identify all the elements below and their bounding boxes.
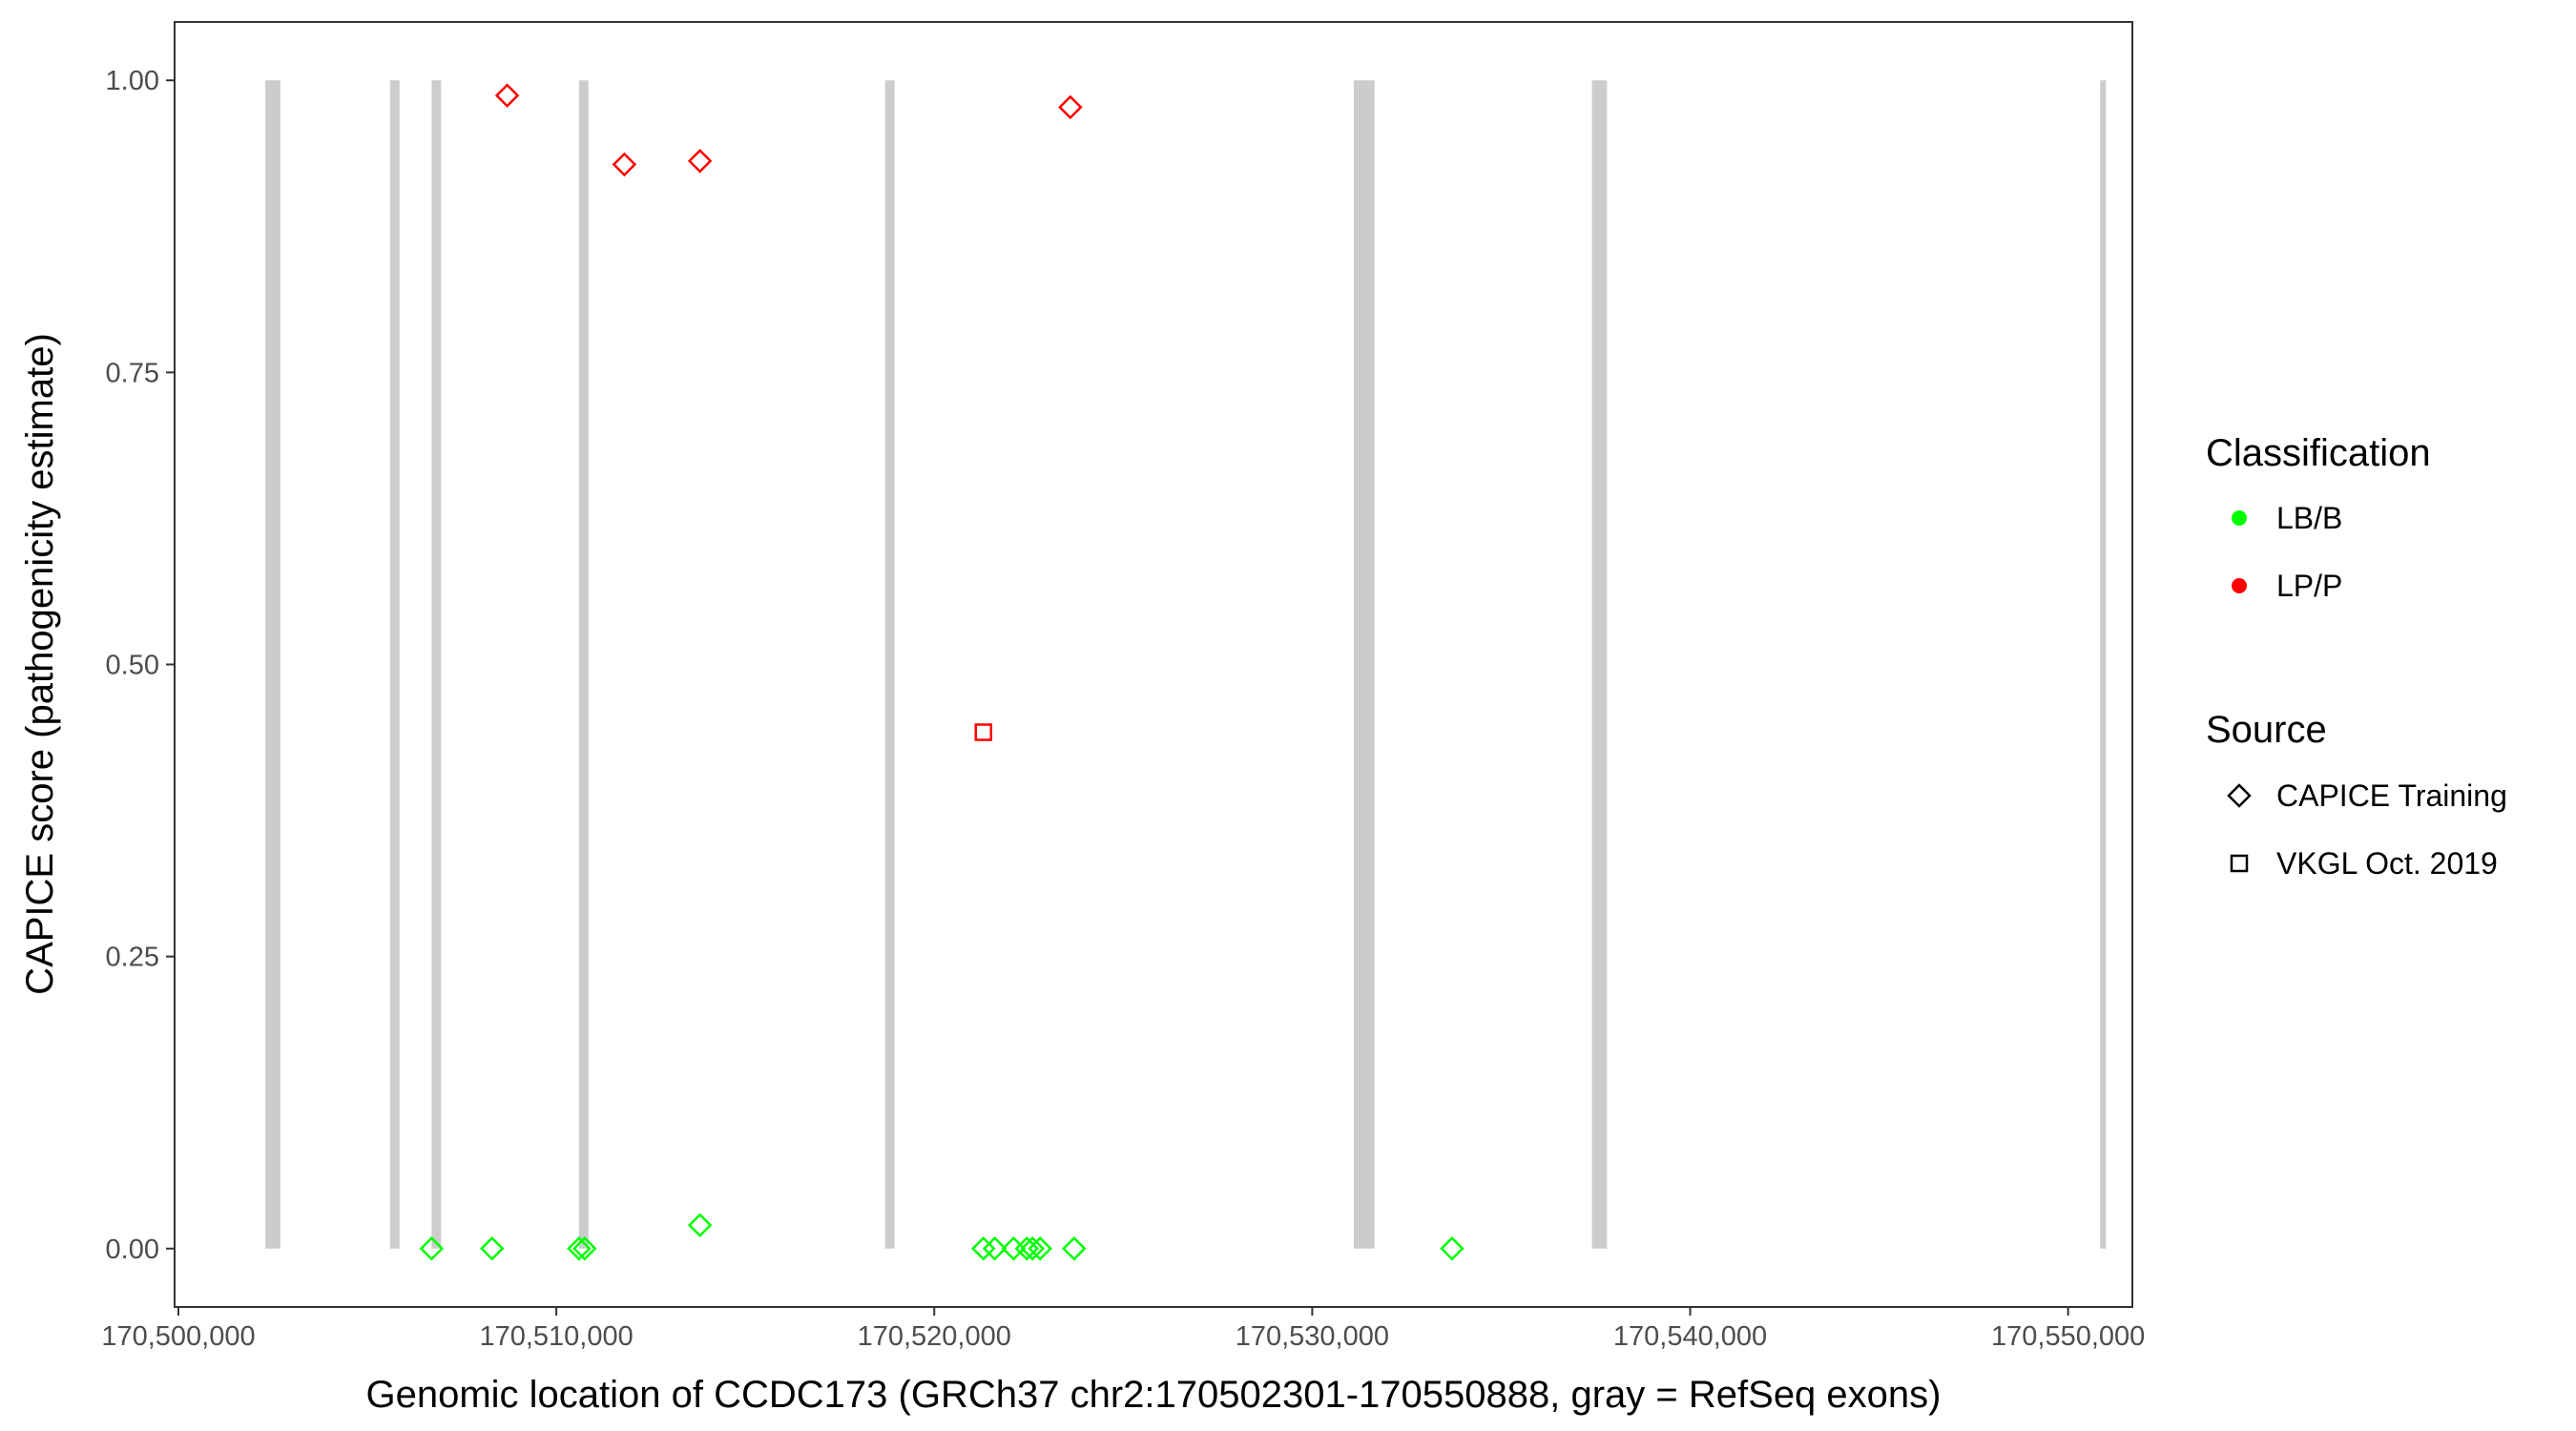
data-point-diamond — [970, 1236, 996, 1261]
y-axis: 0.00 0.25 0.50 0.75 1.00 — [106, 66, 175, 1265]
y-tick-label: 0.25 — [106, 943, 159, 973]
y-tick-label: 0.00 — [106, 1234, 159, 1265]
data-point-diamond — [567, 1236, 592, 1261]
exon-band-7 — [1591, 80, 1608, 1249]
data-point-diamond — [982, 1236, 1008, 1261]
x-tick-label: 170,520,000 — [858, 1321, 1011, 1352]
x-tick-label: 170,500,000 — [101, 1321, 255, 1352]
y-tick-label: 1.00 — [106, 66, 159, 96]
data-point-square — [974, 723, 992, 741]
data-point-diamond — [1062, 1236, 1087, 1261]
data-points — [419, 83, 1465, 1261]
legend-title-source: Source — [2206, 709, 2327, 751]
data-point-diamond — [687, 1213, 713, 1238]
exon-band-1 — [265, 80, 280, 1249]
legend: Classification LB/B LP/P Source CAPICE T… — [2206, 432, 2507, 881]
legend-label-lpp: LP/P — [2276, 569, 2342, 603]
x-axis: 170,500,000 170,510,000 170,520,000 170,530… — [101, 1307, 2145, 1352]
x-axis-title: Genomic location of CCDC173 (GRCh37 chr2… — [366, 1374, 1942, 1416]
exon-band-2 — [389, 80, 400, 1249]
exon-bands — [265, 80, 2107, 1249]
data-point-diamond — [1020, 1236, 1046, 1261]
legend-key-lbb — [2232, 510, 2247, 526]
data-point-diamond — [1058, 94, 1083, 120]
y-tick-label: 0.75 — [106, 358, 159, 388]
data-point-diamond — [687, 148, 713, 174]
legend-label-lbb: LB/B — [2276, 501, 2342, 535]
data-point-diamond — [612, 152, 637, 177]
exon-band-6 — [1353, 80, 1375, 1249]
legend-label-capice-training: CAPICE Training — [2276, 778, 2507, 813]
legend-key-lpp — [2232, 578, 2247, 593]
data-point-diamond — [479, 1236, 505, 1261]
plot-panel-border — [174, 21, 2133, 1308]
exon-band-5 — [884, 80, 895, 1249]
y-tick-label: 0.50 — [106, 651, 159, 681]
data-point-diamond — [572, 1236, 597, 1261]
x-tick-label: 170,510,000 — [479, 1321, 633, 1352]
data-point-diamond — [1028, 1236, 1052, 1261]
legend-key-vkgl-square — [2230, 854, 2249, 873]
y-axis-title: CAPICE score (pathogenicity estimate) — [19, 333, 61, 995]
x-tick-label: 170,530,000 — [1236, 1321, 1389, 1352]
x-tick-label: 170,550,000 — [1991, 1321, 2145, 1352]
exon-band-4 — [578, 80, 589, 1249]
exon-band-3 — [431, 80, 442, 1249]
data-point-diamond — [419, 1236, 445, 1261]
x-tick-label: 170,540,000 — [1613, 1321, 1767, 1352]
exon-band-8 — [2100, 80, 2107, 1249]
data-point-diamond — [494, 83, 520, 108]
legend-title-classification: Classification — [2206, 432, 2431, 474]
data-point-diamond — [1440, 1236, 1465, 1261]
legend-key-capice-training-diamond — [2227, 783, 2252, 808]
legend-label-vkgl: VKGL Oct. 2019 — [2276, 846, 2498, 881]
